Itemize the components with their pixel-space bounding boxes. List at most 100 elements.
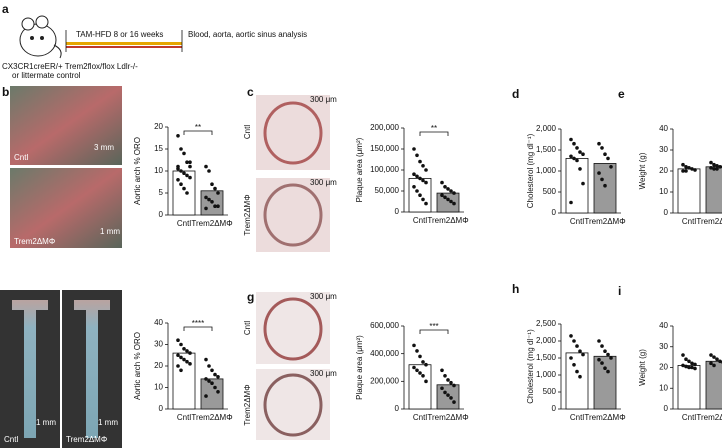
data-point [693, 366, 697, 371]
data-point [452, 400, 456, 404]
bar [565, 157, 589, 214]
y-tick-label: 20 [154, 122, 163, 131]
y-tick-label: 20 [659, 166, 668, 175]
data-point [188, 164, 192, 169]
x-tick-label: Cntl [413, 413, 427, 422]
mouse-icon [19, 15, 62, 59]
data-point [424, 362, 428, 367]
data-point [578, 167, 582, 171]
data-point [690, 167, 694, 171]
data-point [207, 379, 211, 383]
data-point [216, 374, 220, 379]
photo-label: Cntl [14, 153, 28, 162]
bar [593, 355, 617, 410]
data-point [418, 193, 422, 197]
x-tick-label: Cntl [570, 217, 584, 226]
data-point [449, 199, 453, 204]
data-point [709, 353, 713, 357]
data-point [443, 195, 447, 200]
data-point [609, 165, 613, 169]
photo-label: Cntl [4, 435, 18, 444]
data-point [452, 191, 456, 195]
y-tick-label: 0 [159, 404, 164, 413]
data-point [176, 353, 180, 358]
data-point [600, 177, 604, 182]
data-point [421, 374, 425, 378]
data-point [204, 206, 208, 211]
data-point [606, 352, 610, 357]
y-tick-label: 20 [154, 361, 163, 370]
y-tick-label: 500 [543, 387, 557, 396]
control-label: or littermate control [12, 71, 81, 80]
data-point [179, 342, 183, 347]
data-point [210, 182, 214, 186]
scale-label: 1 mm [98, 418, 118, 427]
data-point [418, 354, 422, 359]
x-tick-label: Trem2ΔMΦ [427, 413, 468, 422]
data-point [690, 361, 694, 366]
data-point [412, 365, 416, 370]
data-point [207, 169, 211, 173]
data-point [176, 178, 180, 182]
data-point [575, 146, 579, 150]
treatment-bar [66, 46, 182, 48]
data-point [415, 189, 419, 193]
data-point [182, 357, 186, 362]
data-point [207, 197, 211, 202]
bar [565, 352, 589, 410]
photo-label: Cntl [243, 125, 252, 139]
data-point [412, 185, 416, 189]
data-point [712, 355, 716, 359]
y-tick-label: 0 [664, 404, 669, 413]
photo [256, 95, 330, 170]
data-point [185, 359, 189, 364]
data-point [575, 158, 579, 163]
data-point [581, 181, 585, 186]
data-point [569, 154, 573, 159]
x-tick-label: Trem2ΔMΦ [696, 413, 722, 422]
x-tick-label: Trem2ΔMΦ [191, 219, 232, 228]
data-point [569, 137, 573, 142]
data-point [424, 168, 428, 172]
data-point [569, 356, 573, 360]
scale-label: 300 μm [310, 178, 337, 187]
y-tick-label: 500 [543, 187, 557, 196]
y-tick-label: 1,000 [536, 370, 557, 379]
data-point [712, 167, 716, 171]
data-point [213, 204, 217, 208]
data-point [597, 339, 601, 343]
y-tick-label: 10 [154, 166, 163, 175]
analysis-label: Blood, aorta, aortic sinus analysis [188, 30, 307, 39]
y-axis-label: Weight (g) [638, 152, 647, 189]
tissue [263, 297, 323, 361]
data-point [578, 150, 582, 154]
x-tick-label: Trem2ΔMΦ [427, 216, 468, 225]
panel-letter: g [247, 290, 254, 304]
data-point [188, 362, 192, 366]
y-tick-label: 40 [154, 318, 163, 327]
aorta [74, 300, 110, 438]
data-point [412, 147, 416, 151]
data-point [578, 349, 582, 354]
data-point [687, 166, 691, 170]
data-point [715, 163, 719, 168]
scale-label: 1 mm [36, 418, 56, 427]
data-point [603, 349, 607, 354]
data-point [415, 174, 419, 179]
y-axis-label: Cholesterol (mg dl⁻¹) [526, 329, 535, 404]
y-tick-label: 2,500 [536, 319, 557, 328]
panel-letter: c [247, 85, 254, 99]
x-tick-label: Cntl [570, 413, 584, 422]
significance-bracket [419, 131, 449, 136]
y-tick-label: 2,000 [536, 124, 557, 133]
photo [256, 292, 330, 364]
y-axis-label: Plaque area (μm²) [355, 137, 364, 202]
y-axis-label: Cholesterol (mg dl⁻¹) [526, 133, 535, 208]
treatment-label: TAM-HFD 8 or 16 weeks [76, 30, 163, 39]
data-point [572, 141, 576, 146]
x-tick-label: Cntl [413, 216, 427, 225]
bar [172, 170, 196, 216]
data-point [709, 160, 713, 165]
data-point [176, 364, 180, 368]
